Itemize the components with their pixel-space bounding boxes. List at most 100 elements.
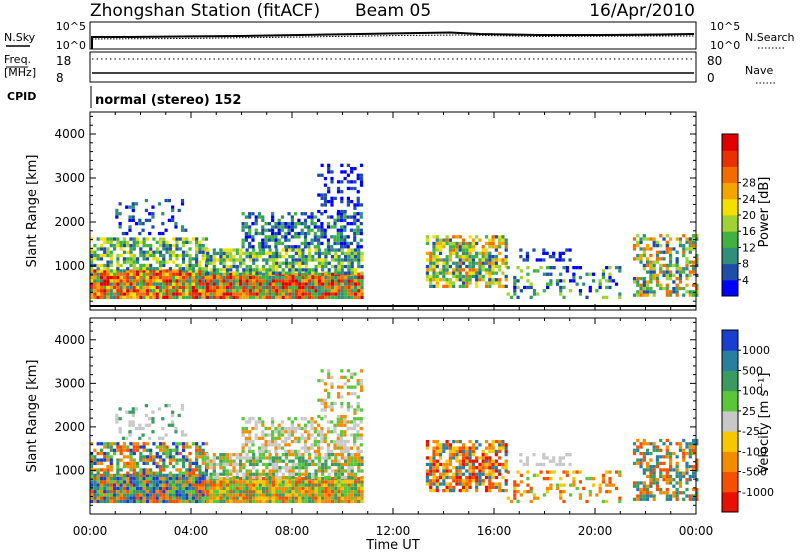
velocity-cell (271, 420, 275, 424)
power-cell (324, 282, 328, 286)
power-cell (294, 285, 298, 290)
power-cell (232, 275, 236, 280)
velocity-cell (129, 442, 133, 446)
velocity-cell (255, 496, 259, 500)
velocity-cell (209, 486, 213, 491)
power-cell (195, 263, 199, 268)
velocity-cell (298, 499, 302, 504)
velocity-cell (340, 483, 344, 487)
velocity-cell (162, 468, 166, 472)
power-cell (303, 222, 308, 226)
power-cell (274, 238, 278, 242)
power-cell (350, 285, 354, 290)
power-cell (301, 248, 305, 252)
velocity-cell (132, 499, 136, 504)
power-cell (116, 244, 120, 248)
power-cell (313, 215, 317, 219)
power-cell (304, 275, 308, 280)
velocity-cell (139, 490, 143, 494)
power-cell (334, 292, 338, 296)
power-cell (321, 292, 325, 296)
power-cell (222, 279, 226, 283)
power-cell (316, 218, 321, 222)
velocity-cell (662, 474, 666, 479)
velocity-cell (334, 480, 338, 484)
velocity-cell (323, 405, 328, 409)
velocity-cell (132, 490, 136, 494)
velocity-cell (327, 496, 331, 500)
power-cell (320, 173, 324, 177)
velocity-cell (204, 471, 209, 475)
power-cell (639, 283, 643, 287)
velocity-cell (529, 499, 533, 504)
power-cell (568, 279, 573, 283)
velocity-cell (608, 470, 612, 474)
velocity-cell (526, 470, 530, 474)
power-cell (99, 269, 104, 273)
velocity-ytick-label: 2000 (54, 420, 85, 434)
velocity-cell (139, 476, 143, 481)
power-cell (232, 261, 236, 265)
power-cell (291, 268, 295, 272)
power-cell (116, 257, 120, 261)
power-cell (562, 279, 566, 283)
velocity-cell (175, 490, 179, 494)
velocity-cell (636, 438, 640, 443)
power-cell (458, 264, 462, 269)
power-cell (445, 241, 449, 246)
velocity-cell (665, 468, 669, 472)
power-cell (646, 270, 650, 274)
power-cell (465, 255, 469, 259)
power-cell (343, 228, 347, 232)
power-cell (601, 275, 606, 280)
velocity-cell (291, 490, 295, 494)
power-cell (333, 196, 337, 200)
power-cell (178, 247, 182, 251)
power-cell (568, 289, 573, 293)
velocity-cell (655, 487, 660, 492)
power-cell (229, 248, 233, 252)
velocity-cell (360, 456, 364, 460)
power-cell (171, 215, 175, 219)
velocity-cell (106, 499, 110, 504)
power-cell (204, 269, 209, 273)
power-cell (277, 241, 281, 246)
power-cell (552, 251, 556, 255)
velocity-cell (452, 466, 456, 470)
velocity-cell (297, 423, 301, 427)
power-cell (475, 278, 479, 282)
velocity-cell (639, 481, 643, 485)
power-cell (158, 269, 163, 273)
power-cell (432, 258, 436, 262)
power-cell (359, 212, 363, 216)
power-cell (488, 258, 492, 262)
velocity-cell (212, 483, 216, 487)
power-cell (135, 240, 140, 244)
power-cell (662, 257, 666, 261)
power-cell (238, 272, 243, 276)
velocity-cell (93, 483, 97, 487)
velocity-cell (252, 480, 256, 484)
power-cell (304, 292, 308, 296)
velocity-cell (116, 496, 120, 500)
power-cell (191, 269, 195, 273)
velocity-cell (652, 468, 656, 472)
velocity-cell (344, 462, 348, 467)
velocity-cell (501, 439, 505, 444)
velocity-cell (334, 453, 338, 457)
velocity-cell (359, 378, 364, 383)
power-cell (665, 267, 669, 271)
velocity-cell (429, 488, 433, 493)
power-ytick-label: 3000 (54, 171, 85, 185)
velocity-cell (201, 476, 205, 481)
velocity-cell (294, 462, 298, 467)
velocity-cell (219, 496, 223, 500)
velocity-cell (685, 487, 689, 492)
velocity-cell (475, 482, 479, 486)
power-cell (126, 269, 130, 273)
velocity-cell (109, 473, 113, 477)
power-cell (126, 275, 130, 280)
power-cell (261, 292, 266, 296)
velocity-cell (350, 375, 354, 379)
